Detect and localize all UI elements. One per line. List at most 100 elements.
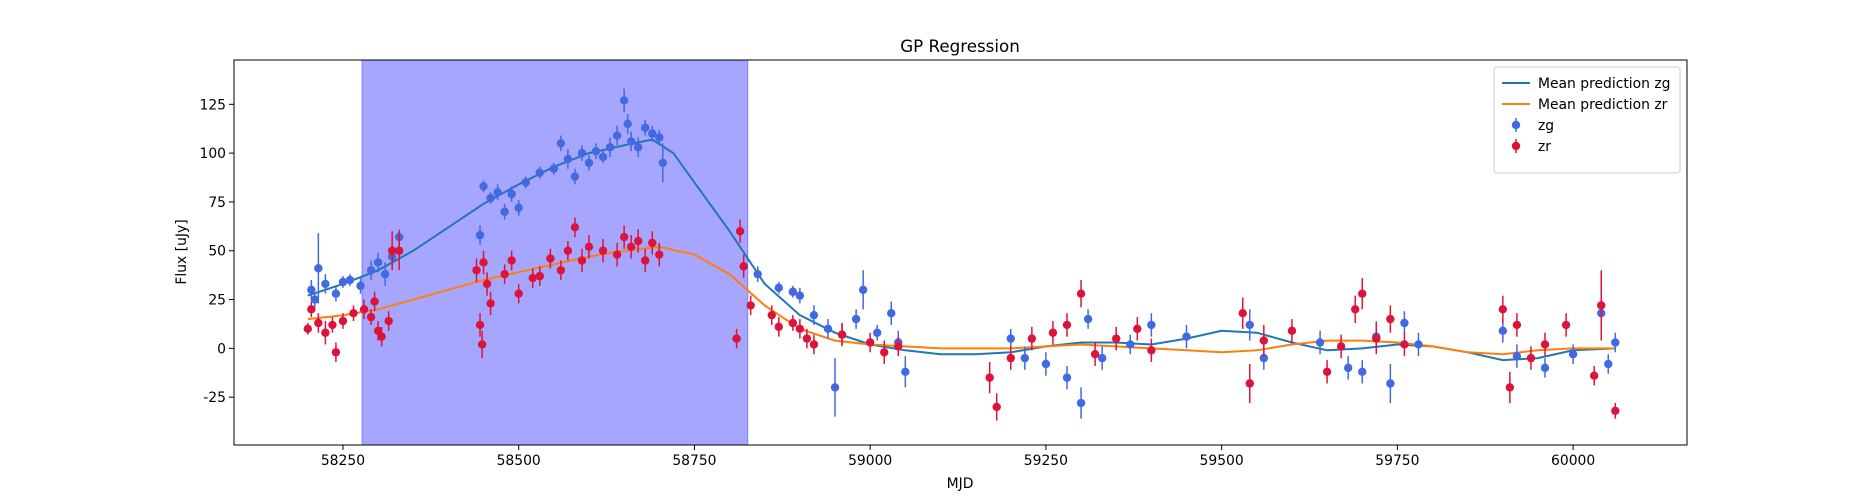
data-point [307, 305, 316, 314]
data-point [380, 269, 390, 279]
data-point [746, 301, 755, 310]
data-point [349, 309, 358, 318]
data-point [377, 332, 386, 341]
data-point [901, 367, 910, 376]
data-point [626, 137, 636, 146]
data-point [384, 316, 393, 326]
y-tick-label: -25 [203, 390, 226, 406]
data-point [591, 146, 601, 156]
data-point [774, 283, 783, 293]
data-point [338, 277, 348, 287]
legend-label: Mean prediction zg [1538, 76, 1670, 92]
x-tick-label: 59750 [1375, 453, 1419, 469]
data-point [633, 236, 643, 246]
data-point [366, 266, 376, 275]
data-point [310, 295, 320, 304]
data-point [507, 189, 516, 199]
data-point [641, 256, 650, 265]
data-point [619, 96, 629, 105]
data-point [985, 373, 994, 382]
data-point [1027, 334, 1037, 343]
data-point [1372, 334, 1381, 343]
y-tick-label: 75 [208, 195, 226, 211]
plot-area [303, 88, 1620, 421]
data-point [373, 258, 383, 267]
data-point [577, 256, 587, 265]
data-point [753, 269, 762, 279]
axes-frame [233, 59, 1688, 446]
data-point [1512, 320, 1522, 330]
x-tick-label: 58500 [497, 453, 541, 469]
data-point [641, 123, 650, 132]
data-point [1590, 371, 1599, 380]
data-point [331, 289, 341, 298]
x-tick-label: 58250 [321, 453, 365, 469]
data-point [328, 320, 337, 330]
data-point [1336, 342, 1346, 351]
data-point [837, 330, 847, 339]
data-point [549, 164, 559, 173]
data-point [633, 143, 643, 152]
mean-line [307, 245, 1616, 356]
data-point [865, 338, 875, 347]
data-point [858, 285, 868, 294]
data-point [809, 340, 819, 349]
data-point [732, 334, 741, 343]
legend-label: zr [1538, 139, 1551, 155]
data-point [1062, 373, 1072, 382]
data-point [493, 187, 502, 197]
data-point [1041, 359, 1051, 369]
data-point [321, 279, 330, 289]
x-tick-label: 59250 [1024, 453, 1068, 469]
data-point [314, 264, 323, 273]
data-point [619, 232, 629, 242]
data-point [774, 322, 783, 332]
data-point [1505, 383, 1515, 392]
x-tick-label: 58750 [672, 453, 716, 469]
legend-box [1493, 66, 1681, 174]
legend-marker [1511, 141, 1521, 151]
data-point [880, 348, 889, 357]
legend-marker [1511, 120, 1521, 130]
data-point [1604, 359, 1613, 369]
data-point [830, 383, 840, 392]
data-point [1147, 346, 1156, 355]
data-point [1512, 351, 1522, 361]
data-point [809, 310, 819, 320]
data-point [1287, 326, 1297, 335]
data-point [1133, 324, 1142, 334]
data-point [479, 182, 488, 191]
data-point [1498, 326, 1508, 335]
data-point [1414, 340, 1423, 349]
data-point [1315, 338, 1325, 347]
data-point [623, 119, 632, 129]
data-point [563, 246, 573, 255]
data-point [1351, 305, 1360, 314]
y-tick-label: 125 [199, 97, 226, 113]
data-point [546, 254, 555, 263]
data-point [477, 340, 487, 349]
data-point [563, 154, 573, 164]
data-point [314, 318, 323, 328]
data-point [584, 242, 594, 252]
data-point [598, 152, 608, 162]
data-point [479, 258, 488, 267]
data-point [584, 158, 594, 168]
data-point [1126, 340, 1135, 349]
y-tick-label: 100 [199, 146, 226, 162]
data-point [1386, 379, 1395, 388]
data-point [1245, 320, 1254, 330]
x-axis-label: MJD [947, 476, 974, 492]
x-tick-label: 59000 [848, 453, 892, 469]
data-point [655, 250, 664, 259]
data-point [387, 246, 397, 255]
data-point [570, 223, 580, 232]
data-point [1083, 314, 1093, 324]
data-point [1006, 353, 1015, 363]
data-point [598, 246, 608, 255]
data-point [1006, 334, 1015, 343]
data-point [626, 242, 636, 252]
data-point [321, 328, 330, 337]
data-point [873, 328, 882, 337]
